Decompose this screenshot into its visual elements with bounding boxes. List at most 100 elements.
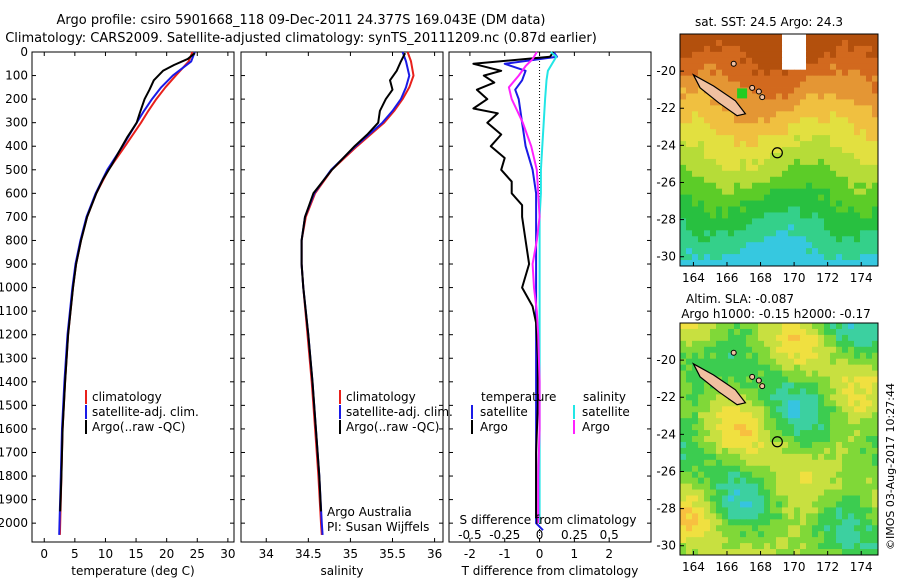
heatmap-cell <box>722 364 729 371</box>
heatmap-cell <box>728 543 735 550</box>
heatmap-cell <box>680 507 687 514</box>
heatmap-cell <box>842 194 849 201</box>
heatmap-cell <box>854 242 861 249</box>
heatmap-cell <box>848 170 855 178</box>
heatmap-cell <box>812 412 819 419</box>
heatmap-cell <box>800 537 807 544</box>
heatmap-cell <box>686 212 693 219</box>
heatmap-cell <box>770 513 777 520</box>
heatmap-cell <box>830 394 837 401</box>
depth-tick-label: 1400 <box>0 375 28 389</box>
heatmap-cell <box>758 99 765 106</box>
heatmap-cell <box>734 117 741 124</box>
heatmap-cell <box>872 549 879 556</box>
heatmap-cell <box>764 483 771 490</box>
heatmap-cell <box>812 447 819 455</box>
heatmap-cell <box>818 430 825 437</box>
heatmap-cell <box>734 254 741 261</box>
heatmap-cell <box>860 218 867 225</box>
heatmap-cell <box>830 352 837 360</box>
heatmap-cell <box>740 447 747 455</box>
heatmap-cell <box>866 346 873 354</box>
heatmap-cell <box>686 254 693 261</box>
heatmap-cell <box>860 141 867 148</box>
heatmap-cell <box>860 436 867 443</box>
heatmap-cell <box>782 194 789 201</box>
heatmap-cell <box>740 218 747 225</box>
heatmap-cell <box>734 471 741 479</box>
heatmap-cell <box>788 340 795 348</box>
heatmap-cell <box>710 418 717 425</box>
heatmap-cell <box>812 513 819 520</box>
heatmap-cell <box>794 495 801 502</box>
heatmap-cell <box>806 323 813 330</box>
heatmap-cell <box>764 111 771 118</box>
heatmap-cell <box>770 352 777 360</box>
heatmap-cell <box>770 34 777 41</box>
heatmap-cell <box>842 459 849 467</box>
heatmap-cell <box>842 170 849 178</box>
heatmap-cell <box>836 141 843 148</box>
heatmap-cell <box>764 230 771 237</box>
heatmap-cell <box>836 188 843 196</box>
heatmap-cell <box>818 531 825 538</box>
heatmap-cell <box>680 430 687 437</box>
heatmap-cell <box>704 465 711 473</box>
heatmap-cell <box>824 459 831 467</box>
heatmap-cell <box>692 394 699 401</box>
heatmap-cell <box>782 63 789 71</box>
heatmap-cell <box>872 519 879 526</box>
heatmap-cell <box>722 471 729 479</box>
heatmap-cell <box>812 358 819 366</box>
heatmap-cell <box>692 230 699 237</box>
heatmap-cell <box>872 87 879 94</box>
heatmap-cell <box>866 394 873 401</box>
heatmap-cell <box>842 147 849 154</box>
depth-tick-label: 500 <box>5 163 28 177</box>
heatmap-cell <box>740 334 747 342</box>
heatmap-cell <box>860 441 867 449</box>
heatmap-cell <box>824 254 831 261</box>
heatmap-cell <box>794 260 801 267</box>
heatmap-cell <box>770 340 777 348</box>
heatmap-cell <box>782 105 789 112</box>
heatmap-cell <box>698 45 705 53</box>
heatmap-cell <box>788 176 795 184</box>
heatmap-cell <box>710 352 717 360</box>
heatmap-cell <box>812 364 819 371</box>
heatmap-cell <box>806 364 813 371</box>
heatmap-cell <box>776 170 783 178</box>
heatmap-cell <box>806 513 813 520</box>
heatmap-cell <box>698 424 705 431</box>
heatmap-cell <box>680 99 687 106</box>
heatmap-cell <box>800 105 807 112</box>
heatmap-cell <box>794 152 801 160</box>
heatmap-cell <box>848 218 855 225</box>
heatmap-cell <box>824 87 831 94</box>
heatmap-cell <box>764 164 771 172</box>
heatmap-cell <box>746 358 753 366</box>
heatmap-cell <box>788 430 795 437</box>
heatmap-cell <box>752 352 759 360</box>
heatmap-cell <box>698 170 705 178</box>
heatmap-cell <box>758 436 765 443</box>
heatmap-cell <box>770 81 777 88</box>
heatmap-cell <box>710 188 717 196</box>
heatmap-cell <box>872 117 879 124</box>
heatmap-cell <box>728 236 735 243</box>
heatmap-cell <box>704 123 711 130</box>
heatmap-cell <box>854 200 861 207</box>
heatmap-cell <box>812 123 819 130</box>
heatmap-cell <box>860 525 867 532</box>
heatmap-cell <box>728 436 735 443</box>
heatmap-cell <box>812 495 819 502</box>
heatmap-cell <box>692 334 699 342</box>
heatmap-cell <box>836 170 843 178</box>
heatmap-cell <box>686 117 693 124</box>
heatmap-cell <box>854 441 861 449</box>
heatmap-cell <box>812 57 819 65</box>
heatmap-cell <box>806 39 813 47</box>
heatmap-cell <box>752 531 759 538</box>
heatmap-cell <box>752 147 759 154</box>
heatmap-cell <box>728 334 735 342</box>
